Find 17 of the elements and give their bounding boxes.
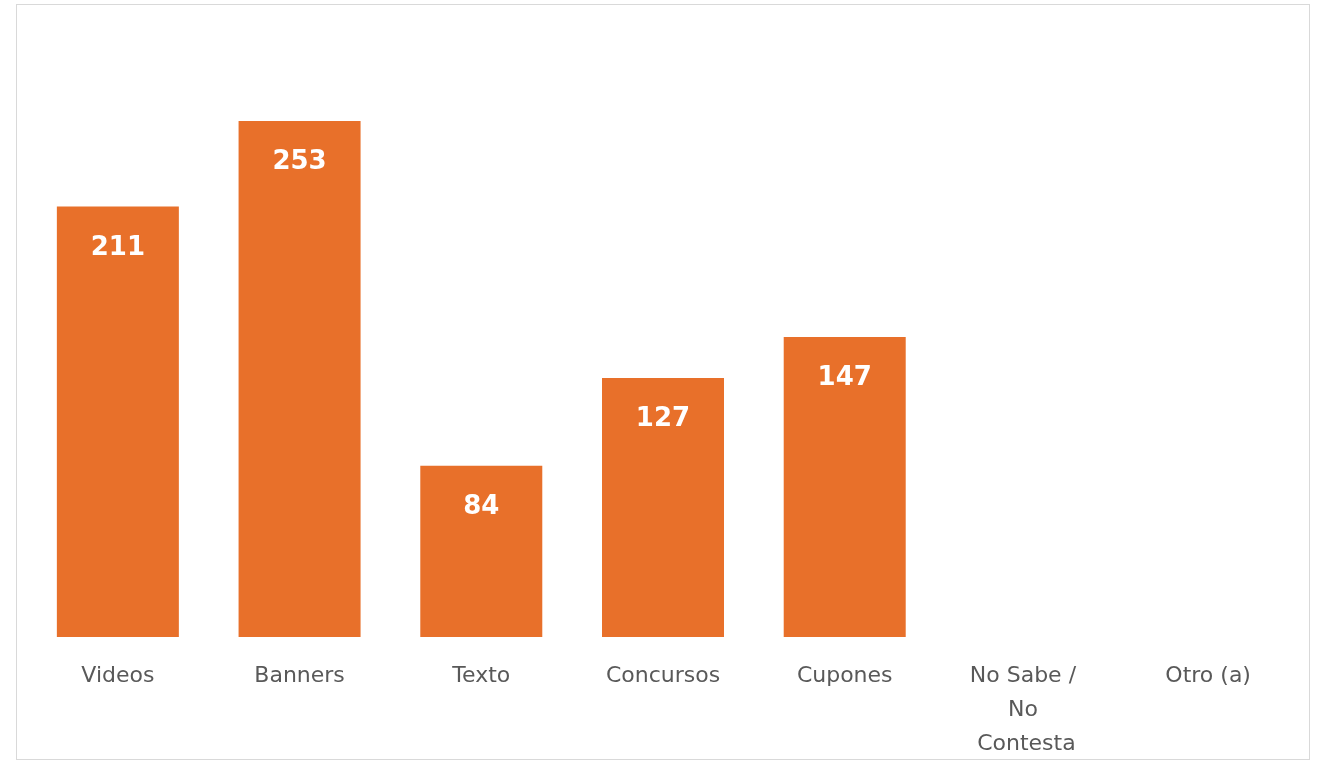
x-tick-label: Cupones bbox=[796, 661, 893, 687]
data-label: 253 bbox=[272, 144, 327, 175]
bar bbox=[783, 337, 906, 637]
data-label: 127 bbox=[635, 401, 691, 432]
data-label: 84 bbox=[463, 489, 500, 520]
bar bbox=[56, 206, 179, 637]
x-tick-label: Videos bbox=[81, 661, 155, 687]
x-tick-label: Banners bbox=[254, 661, 345, 687]
data-label: 147 bbox=[817, 361, 872, 392]
bar bbox=[602, 377, 724, 637]
x-tick-label: No Sabe / No Contesta bbox=[969, 661, 1084, 755]
x-tick-label: Concursos bbox=[605, 661, 721, 687]
bar bbox=[420, 465, 543, 637]
data-label: 211 bbox=[90, 230, 145, 261]
x-tick-label: Texto bbox=[451, 661, 511, 687]
bar bbox=[238, 120, 361, 637]
x-tick-label: Otro (a) bbox=[1165, 661, 1251, 687]
